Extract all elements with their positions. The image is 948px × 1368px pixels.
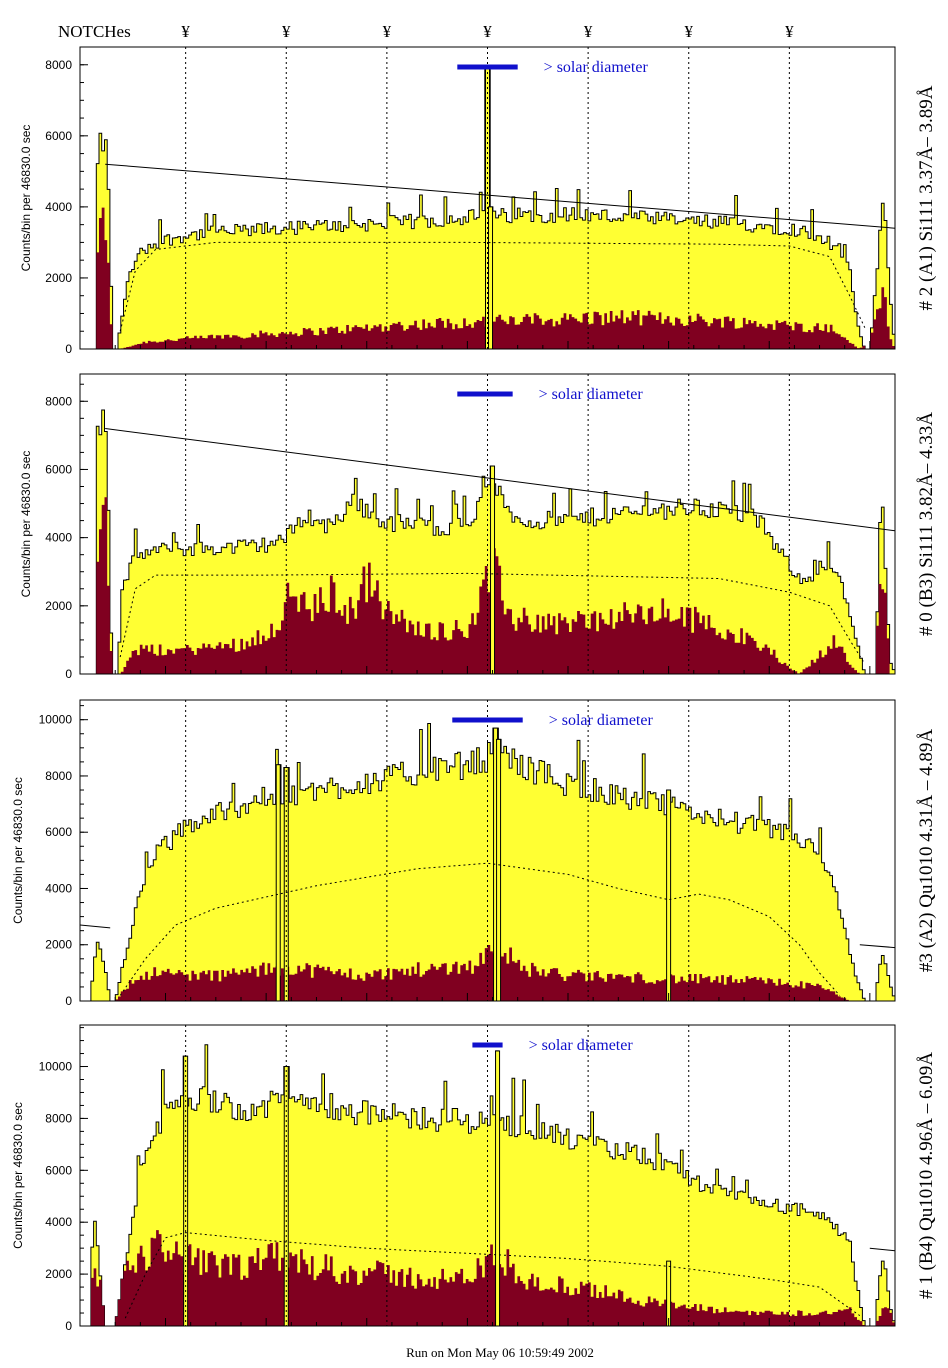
spike-bar-5: [666, 789, 672, 1001]
panel-4-plot-area: [80, 1025, 895, 1326]
panel-2-plot-area: [80, 374, 895, 674]
panel-1-plot-area: [80, 47, 895, 349]
panel-3-plot-area: [80, 700, 895, 1001]
spike-bar-4: [666, 1260, 672, 1326]
model-curve: [119, 862, 841, 996]
model-curve: [119, 572, 866, 665]
panel-label: # 1 (B4) Qu1010 4.96Å – 6.09Å: [916, 1052, 937, 1299]
spike-bar-2: [488, 206, 494, 349]
notch-marker-6: ¥: [684, 22, 693, 41]
y-tick-label: 4000: [45, 881, 72, 895]
panel-3: 0 2000 4000 6000 8000 10000 Counts/bin per 468…: [11, 699, 937, 1008]
fit-line: [80, 924, 111, 929]
y-tick-label: 0: [65, 1319, 72, 1333]
y-tick-label: 0: [65, 342, 72, 356]
y-tick-label: 4000: [45, 200, 72, 214]
fit-line: [105, 163, 895, 229]
notches-title: NOTCHes: [58, 22, 131, 41]
spike-bar-1: [495, 1050, 501, 1326]
panel-4: 0 2000 4000 6000 8000 10000 Counts/bin per 468…: [11, 1024, 937, 1333]
solar-diameter-label: > solar diameter: [544, 59, 649, 76]
y-tick-label: 0: [65, 994, 72, 1008]
plot-frame: [79, 373, 896, 675]
y-tick-label: 6000: [45, 462, 72, 476]
solar-diameter-label: > solar diameter: [539, 386, 644, 403]
y-tick-label: 2000: [45, 938, 72, 952]
panel-2: 0 2000 4000 6000 8000 Counts/bin per 46830.0 …: [19, 373, 937, 681]
y-tick-label: 8000: [45, 58, 72, 72]
fit-line: [869, 1247, 895, 1252]
plot-frame: [79, 699, 896, 1002]
solar-diameter-label: > solar diameter: [549, 712, 654, 729]
y-tick-label: 4000: [45, 531, 72, 545]
panel-label: # 2 (A1) Si111 3.37Å– 3.89Å: [916, 85, 937, 310]
fit-line: [105, 428, 895, 532]
notch-marker-4: ¥: [483, 22, 492, 41]
y-tick-label: 6000: [45, 1163, 72, 1177]
spectrum-panels: 0 2000 4000 6000 8000 Counts/bin per 46830.0 …: [11, 46, 937, 1333]
spike-bar-3: [275, 764, 281, 1001]
spike-bar-4: [283, 767, 289, 1001]
notch-symbols: ¥ ¥ ¥ ¥ ¥ ¥ ¥: [181, 22, 794, 41]
y-tick-label: 6000: [45, 129, 72, 143]
y-axis-label: Counts/bin per 46830.0 sec: [11, 1102, 25, 1249]
y-tick-label: 2000: [45, 1267, 72, 1281]
component-counts-histogram: [80, 207, 895, 349]
notch-marker-3: ¥: [383, 22, 392, 41]
plot-frame: [79, 46, 896, 350]
panel-label: #3 (A2) Qu1010 4.31Å – 4.89Å: [916, 729, 937, 973]
y-tick-label: 10000: [39, 713, 73, 727]
solar-diameter-label: > solar diameter: [529, 1037, 634, 1054]
model-curve: [119, 241, 866, 332]
run-timestamp: Run on Mon May 06 10:59:49 2002: [406, 1345, 594, 1360]
panel-1: 0 2000 4000 6000 8000 Counts/bin per 46830.0 …: [19, 46, 937, 356]
y-tick-label: 2000: [45, 599, 72, 613]
y-tick-label: 8000: [45, 1111, 72, 1125]
notch-marker-5: ¥: [584, 22, 593, 41]
y-tick-label: 4000: [45, 1215, 72, 1229]
spike-bar-1: [490, 465, 496, 674]
y-tick-label: 8000: [45, 769, 72, 783]
component-counts-histogram: [80, 944, 895, 1001]
notch-marker-1: ¥: [181, 22, 190, 41]
notch-marker-7: ¥: [785, 22, 794, 41]
plot-frame: [79, 1024, 896, 1327]
y-tick-label: 2000: [45, 271, 72, 285]
total-counts-histogram: [80, 723, 895, 1001]
notch-marker-2: ¥: [282, 22, 291, 41]
y-tick-label: 6000: [45, 825, 72, 839]
y-tick-label: 0: [65, 667, 72, 681]
y-axis-label: Counts/bin per 46830.0 sec: [19, 451, 33, 598]
y-tick-label: 8000: [45, 394, 72, 408]
y-axis-label: Counts/bin per 46830.0 sec: [19, 125, 33, 272]
panel-label: # 0 (B3) Si111 3.82Å– 4.33Å: [916, 412, 937, 636]
y-axis-label: Counts/bin per 46830.0 sec: [11, 777, 25, 924]
spike-bar-2: [496, 738, 502, 1001]
component-counts-histogram: [80, 1230, 895, 1326]
fit-line-right: [859, 944, 895, 949]
y-tick-label: 10000: [39, 1060, 73, 1074]
